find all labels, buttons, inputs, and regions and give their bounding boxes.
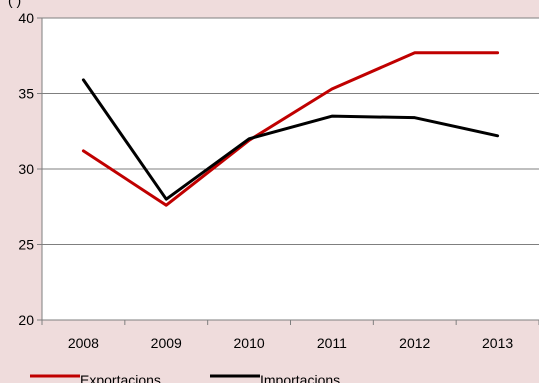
- x-tick-labels: 2008 2009 2010 2011 2012 2013: [68, 335, 514, 351]
- clipped-title: ( ): [8, 0, 21, 8]
- x-tick-label: 2013: [482, 335, 513, 351]
- x-tick-label: 2009: [151, 335, 182, 351]
- legend-label: Importacions: [260, 372, 340, 383]
- series-line-importacions: [81, 78, 500, 201]
- y-tick-label: 20: [18, 312, 34, 328]
- x-tick-label: 2008: [68, 335, 99, 351]
- y-tick-label: 35: [18, 86, 34, 102]
- y-tick-label: 30: [18, 161, 34, 177]
- y-tick-label: 40: [18, 10, 34, 26]
- legend: Exportacions Importacions: [30, 372, 340, 383]
- series-line-exportacions: [81, 51, 500, 207]
- x-tick-label: 2011: [317, 335, 347, 351]
- x-tick-label: 2012: [399, 335, 430, 351]
- y-tick-label: 25: [18, 237, 34, 253]
- y-tick-labels: 20 25 30 35 40: [18, 10, 34, 328]
- axes: [37, 17, 539, 325]
- x-tick-label: 2010: [234, 335, 265, 351]
- series-lines: [81, 51, 500, 207]
- legend-label: Exportacions: [80, 372, 161, 383]
